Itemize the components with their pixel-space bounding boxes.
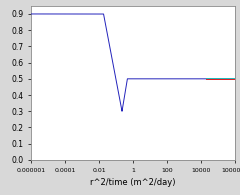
X-axis label: r^2/time (m^2/day): r^2/time (m^2/day)	[90, 178, 176, 187]
